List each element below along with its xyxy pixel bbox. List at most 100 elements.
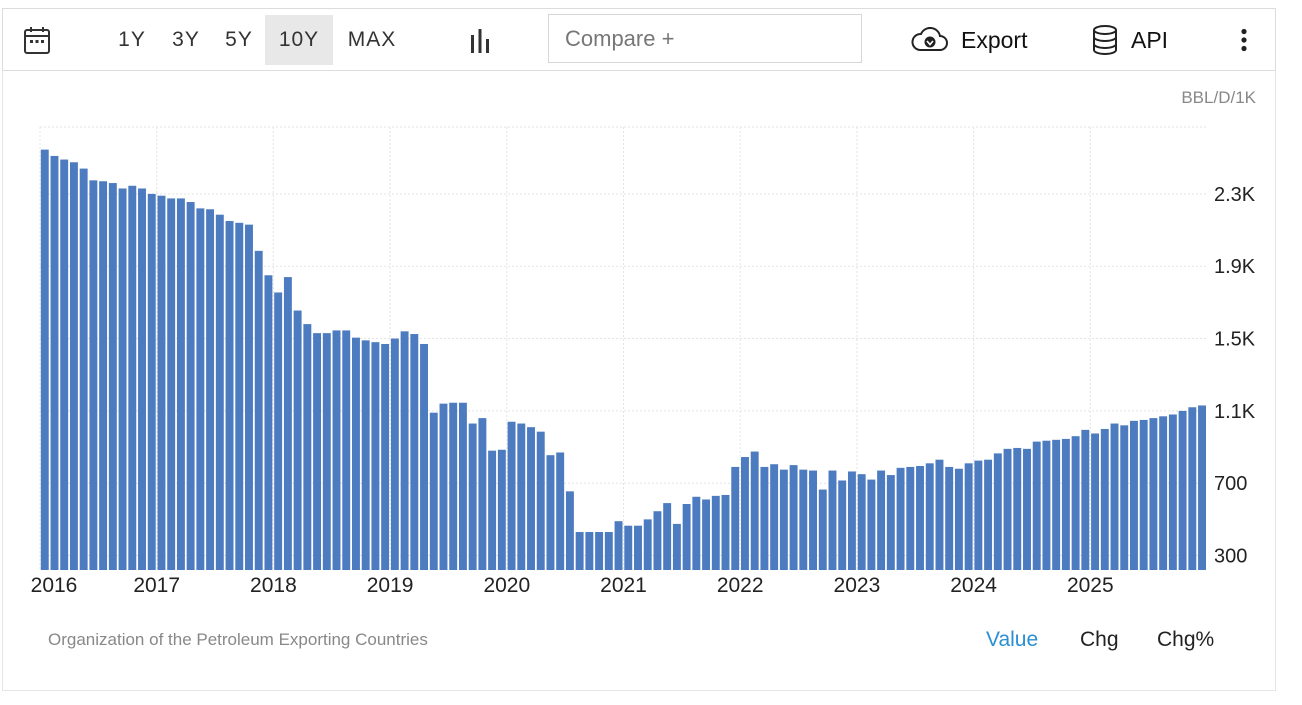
x-tick-label: 2018 (250, 574, 297, 597)
x-tick-label: 2022 (717, 574, 764, 597)
bar (692, 496, 701, 570)
bar (624, 525, 633, 570)
bar (556, 452, 565, 570)
bar (614, 521, 623, 570)
bar (1110, 423, 1119, 570)
x-tick-label: 2021 (600, 574, 647, 597)
y-tick-label: 700 (1214, 473, 1247, 495)
bar (634, 525, 642, 570)
calendar-icon (24, 27, 50, 54)
bar (332, 330, 341, 570)
bar (488, 450, 497, 570)
y-tick-label: 1.1K (1214, 401, 1256, 423)
bar (497, 449, 506, 570)
bar (565, 491, 574, 570)
bar (799, 469, 808, 570)
bar (585, 532, 594, 570)
bar (682, 504, 691, 570)
bar (575, 532, 584, 570)
bar (1091, 433, 1100, 570)
api-button[interactable]: API (1091, 15, 1168, 65)
range-3y-button[interactable]: 3Y (172, 28, 200, 51)
bar (458, 402, 467, 570)
bar (809, 470, 817, 570)
bar (770, 464, 779, 570)
bar (468, 423, 477, 570)
bar (390, 338, 399, 570)
bar (507, 421, 516, 570)
bar (264, 275, 273, 570)
bar (118, 188, 127, 571)
bar (1100, 428, 1109, 570)
bar (546, 455, 555, 570)
bar (1198, 405, 1206, 570)
bar-chart-icon (471, 29, 489, 53)
range-max-button[interactable]: MAX (347, 28, 397, 51)
bar (147, 193, 156, 570)
bar (40, 149, 49, 570)
bar (352, 337, 360, 570)
bar (1139, 419, 1148, 570)
bar (293, 310, 302, 570)
chart-type-button[interactable] (465, 23, 495, 57)
export-button[interactable]: Export (911, 15, 1027, 65)
bar (536, 431, 545, 570)
bar (1071, 436, 1080, 570)
value-mode-button[interactable]: Value (986, 628, 1039, 651)
bar (1081, 429, 1090, 570)
bar (215, 214, 224, 570)
bar (711, 495, 720, 570)
compare-input[interactable] (548, 14, 862, 63)
bar (663, 503, 672, 570)
bar (283, 277, 292, 570)
bar (906, 466, 915, 570)
bar (818, 489, 827, 570)
calendar-button[interactable] (21, 23, 53, 57)
bar (196, 208, 205, 570)
x-tick-label: 2019 (367, 574, 414, 597)
chg-pct-mode-button[interactable]: Chg% (1157, 628, 1215, 651)
bar (381, 343, 390, 570)
x-tick-label: 2024 (950, 574, 997, 597)
bar (1023, 448, 1031, 570)
bar (342, 330, 351, 570)
bar (60, 159, 69, 570)
bar (225, 221, 234, 571)
bar (478, 418, 487, 570)
cloud-download-icon (911, 27, 948, 51)
bar (429, 412, 438, 570)
bar (1168, 414, 1177, 570)
x-tick-label: 2025 (1067, 574, 1114, 597)
api-label: API (1131, 26, 1169, 53)
range-1y-button[interactable]: 1Y (118, 28, 146, 51)
bar (167, 198, 176, 570)
bar (877, 470, 886, 570)
bar (1178, 410, 1187, 570)
chg-mode-button[interactable]: Chg (1080, 628, 1119, 651)
bar (847, 471, 856, 570)
bar (1149, 418, 1158, 570)
more-options-button[interactable] (1231, 23, 1257, 57)
bar (186, 202, 195, 571)
bar (89, 180, 98, 570)
range-5y-button[interactable]: 5Y (225, 28, 253, 51)
x-tick-label: 2017 (133, 574, 180, 597)
bar (702, 499, 711, 570)
bar (925, 463, 934, 570)
bar (274, 292, 283, 570)
export-label: Export (961, 26, 1028, 53)
bar (916, 466, 924, 570)
bar (721, 494, 730, 570)
range-10y-button[interactable]: 10Y (265, 15, 333, 65)
bar (643, 519, 652, 570)
y-tick-label: 300 (1214, 546, 1247, 568)
bar (410, 334, 419, 570)
bar (1032, 441, 1041, 570)
bar (779, 469, 788, 570)
x-tick-label: 2023 (834, 574, 881, 597)
y-tick-label: 1.5K (1214, 329, 1256, 351)
bar (79, 168, 88, 570)
bar (371, 342, 380, 570)
bar (867, 479, 876, 570)
